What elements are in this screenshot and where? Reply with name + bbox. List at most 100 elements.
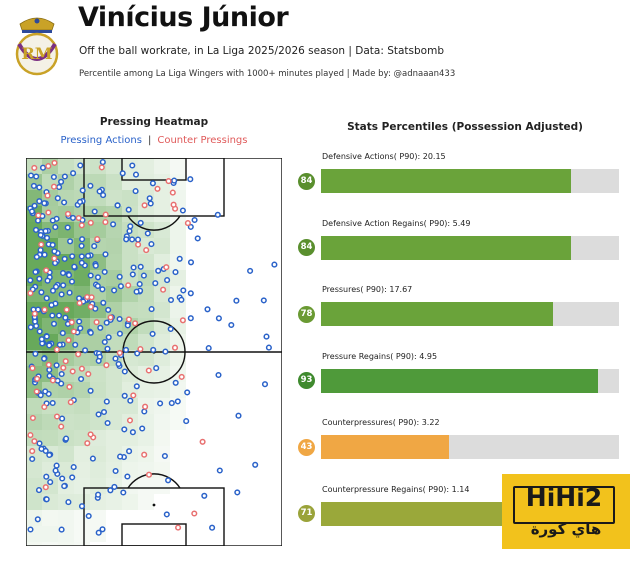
percentile-badge: 93 — [298, 372, 315, 389]
heat-cell — [106, 366, 122, 382]
pressing-action-dot — [32, 350, 39, 357]
counter-pressing-dot — [33, 388, 40, 395]
pressing-action-dot — [46, 342, 53, 349]
pressing-action-dot — [148, 241, 155, 248]
counter-pressing-dot — [84, 440, 91, 447]
heat-cell — [74, 382, 90, 398]
pressing-action-dot — [172, 269, 179, 276]
pressing-action-dot — [119, 170, 126, 177]
counter-pressing-dot — [63, 306, 70, 313]
pressing-action-dot — [87, 182, 94, 189]
heat-cell — [138, 302, 154, 318]
heat-cell — [138, 430, 154, 446]
pressing-action-dot — [46, 451, 53, 459]
heat-cell — [170, 302, 186, 318]
heat-cell — [74, 494, 90, 510]
heatmap-title: Pressing Heatmap — [99, 116, 209, 128]
counter-pressing-dot — [178, 373, 185, 380]
pressing-action-dot — [178, 296, 185, 303]
counter-pressing-dot — [137, 346, 144, 353]
pressing-action-dot — [104, 419, 111, 427]
pressing-action-dot — [174, 398, 181, 405]
counter-pressing-dot — [67, 399, 74, 406]
pressing-action-dot — [36, 198, 43, 205]
heat-cell — [90, 174, 106, 190]
pressing-action-dot — [42, 388, 49, 395]
pressing-action-dot — [28, 208, 36, 215]
counter-pressing-dot — [51, 159, 58, 166]
pressing-action-dot — [123, 236, 130, 243]
watermark-frame — [513, 486, 615, 524]
pressing-action-dot — [150, 346, 157, 353]
counter-pressing-dot — [85, 370, 92, 378]
counter-pressing-dot — [45, 209, 52, 216]
heat-cell — [154, 318, 170, 334]
stat-label: Counterpressures( P90): 3.22 — [322, 418, 440, 427]
pressing-action-dot — [65, 499, 72, 506]
pressing-action-dot — [52, 467, 59, 474]
pressing-action-dot — [214, 211, 221, 218]
pressing-action-dot — [78, 503, 86, 510]
counter-pressing-dot — [76, 300, 83, 307]
heat-cell — [106, 190, 122, 206]
legend-separator: | — [147, 135, 152, 146]
heat-cell — [74, 414, 90, 430]
heat-cell — [106, 270, 122, 286]
counter-pressing-dot — [184, 220, 191, 227]
pressing-action-dot — [130, 264, 137, 271]
counter-pressing-dot — [125, 316, 132, 323]
pressing-action-dot — [124, 322, 131, 329]
pressing-action-dot — [139, 425, 146, 432]
pressing-action-dot — [180, 287, 187, 294]
heat-cell — [90, 494, 106, 510]
pressing-action-dot — [99, 159, 106, 166]
pressing-action-dot — [167, 325, 174, 333]
counter-pressing-dot — [102, 211, 109, 218]
pressing-action-dot — [201, 492, 208, 499]
pressing-action-dot — [247, 267, 254, 274]
heat-cell — [106, 414, 122, 430]
heat-cell — [154, 206, 170, 222]
counter-pressing-dot — [68, 319, 75, 326]
counter-pressing-dot — [31, 438, 38, 445]
heat-cell — [154, 238, 170, 254]
heat-cell — [138, 350, 154, 366]
pressing-action-dot — [43, 333, 50, 340]
heat-cell — [74, 526, 90, 542]
pressing-action-dot — [134, 236, 142, 243]
pressing-action-dot — [110, 221, 117, 228]
pressing-action-dot — [32, 226, 40, 233]
counter-pressing-dot — [31, 164, 38, 171]
pressing-action-dot — [97, 324, 104, 331]
heat-cell — [90, 510, 106, 526]
pressing-action-dot — [79, 187, 86, 194]
heat-cell — [106, 286, 122, 302]
heat-cell — [170, 158, 186, 174]
percentile-badge: 43 — [298, 438, 315, 456]
pressing-action-dot — [116, 330, 123, 337]
subtitle-secondary: Percentile among La Liga Wingers with 10… — [79, 69, 456, 79]
heat-cell — [26, 542, 42, 546]
heat-cell — [106, 382, 122, 398]
pressing-action-dot — [56, 184, 63, 191]
bar-fill — [321, 302, 554, 326]
pressing-action-dot — [78, 375, 85, 383]
pressing-action-dot — [59, 330, 66, 337]
pressing-action-dot — [261, 381, 269, 388]
bottom-penalty-box — [83, 487, 225, 546]
counter-pressing-dot — [87, 431, 94, 438]
pressing-action-dot — [64, 224, 71, 231]
pressing-action-dot — [117, 453, 124, 460]
counter-pressing-dot — [75, 214, 82, 222]
pressing-action-dot — [41, 251, 48, 258]
pressing-action-dot — [47, 479, 54, 486]
heat-cell — [106, 158, 122, 174]
heat-cell — [74, 366, 90, 382]
counter-pressing-dot — [29, 414, 36, 422]
heat-cell — [154, 446, 170, 462]
pressing-action-dot — [36, 328, 43, 335]
heat-cell — [154, 222, 170, 238]
bar-fill — [321, 368, 599, 393]
pressing-action-dot — [65, 272, 73, 279]
heat-cell — [42, 494, 58, 510]
